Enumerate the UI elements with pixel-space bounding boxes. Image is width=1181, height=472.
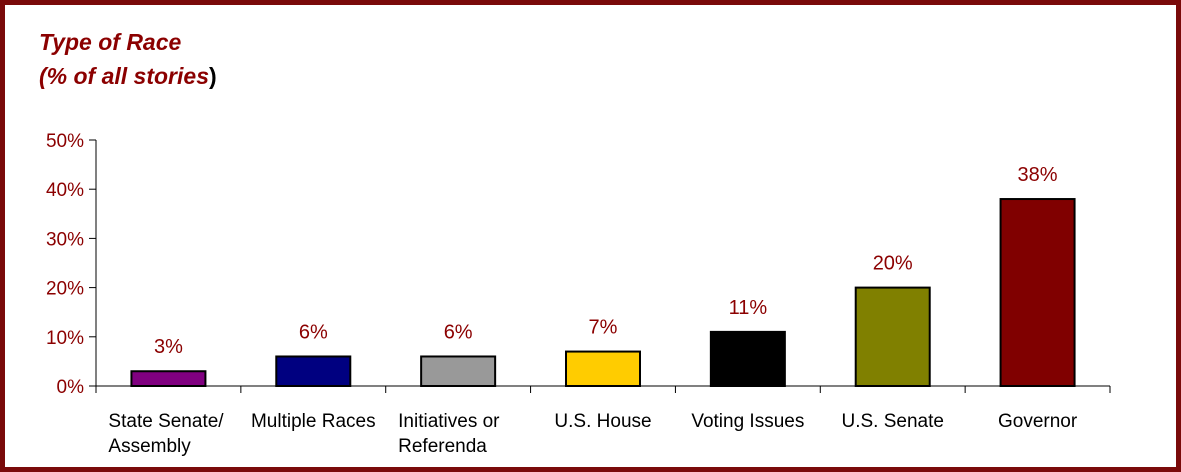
x-tick-label: Multiple Races bbox=[251, 411, 376, 432]
y-tick-label: 20% bbox=[46, 279, 84, 300]
x-tick-label-line: U.S. Senate bbox=[841, 411, 943, 432]
bar bbox=[709, 330, 786, 388]
y-tick-label: 0% bbox=[57, 377, 85, 398]
y-tick-label: 10% bbox=[46, 328, 84, 349]
y-tick-label: 30% bbox=[46, 229, 84, 250]
chart-title-line2: (% of all stories) bbox=[39, 59, 217, 93]
chart-title-line1: Type of Race bbox=[39, 29, 182, 55]
x-tick-label-line: U.S. House bbox=[554, 411, 651, 432]
data-label: 11% bbox=[729, 297, 768, 319]
data-label: 7% bbox=[589, 317, 618, 339]
x-tick-label: Governor bbox=[998, 411, 1078, 432]
bar bbox=[854, 286, 931, 388]
x-tick-label-line: State Senate/ bbox=[108, 411, 224, 432]
x-tick-label: U.S. House bbox=[554, 411, 651, 432]
data-label: 6% bbox=[444, 321, 473, 343]
x-tick-label: Voting Issues bbox=[691, 411, 804, 432]
y-tick-label: 50% bbox=[46, 131, 84, 152]
data-label: 20% bbox=[873, 253, 913, 275]
chart-title: Type of Race (% of all stories) bbox=[39, 25, 217, 93]
chart-title-line2-end: ) bbox=[208, 63, 217, 89]
bar bbox=[130, 370, 207, 387]
x-tick-label: State Senate/Assembly bbox=[108, 411, 224, 457]
y-tick-label: 40% bbox=[46, 180, 84, 201]
x-tick-label: Initiatives or Referenda bbox=[398, 411, 500, 457]
chart-title-line2-text: (% of all stories bbox=[39, 63, 209, 89]
bar bbox=[275, 355, 352, 388]
data-label: 6% bbox=[299, 321, 328, 343]
x-tick-label-line: Multiple Races bbox=[251, 411, 376, 432]
bar bbox=[565, 350, 641, 387]
x-tick-label-line: Initiatives or bbox=[398, 411, 500, 432]
x-tick-label-line: Referenda bbox=[398, 436, 487, 457]
x-tick-label-line: Governor bbox=[998, 411, 1078, 432]
data-label: 38% bbox=[1018, 164, 1058, 186]
x-tick-label-line: Assembly bbox=[108, 436, 191, 457]
bar bbox=[999, 198, 1076, 387]
x-tick-label-line: Voting Issues bbox=[691, 411, 804, 432]
data-label: 3% bbox=[154, 336, 183, 358]
bar bbox=[420, 355, 497, 388]
x-tick-label: U.S. Senate bbox=[841, 411, 943, 432]
